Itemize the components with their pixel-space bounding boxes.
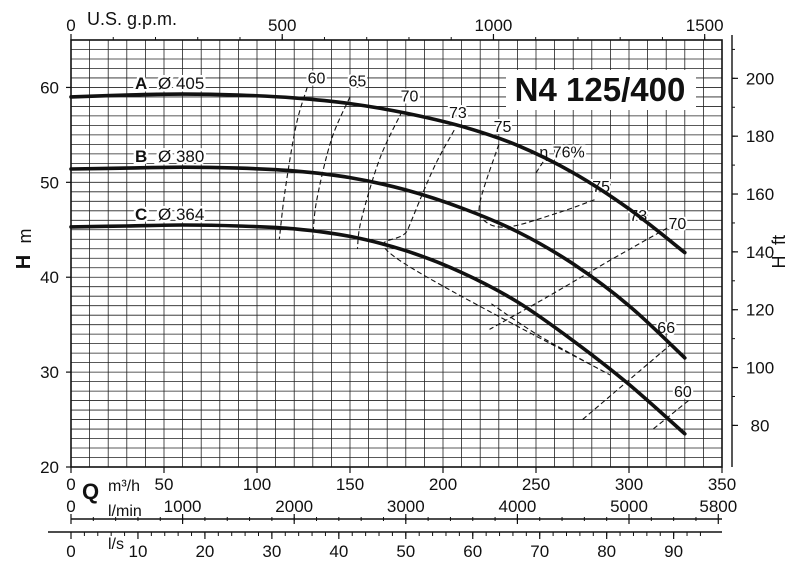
x-tick-label-lmin: 4000 (498, 497, 536, 516)
labels: A Ø 405 B Ø 380 C Ø 364 (133, 70, 696, 226)
x-tick-label-m3h: 0 (66, 475, 75, 494)
efficiency-curve-73 (382, 129, 611, 376)
head-curves (69, 92, 687, 436)
q-axis-unit: m³/h (108, 478, 140, 495)
head-curve-a (69, 92, 687, 255)
efficiency-curve-60 (278, 87, 308, 240)
x-tick-label-m3h: 300 (615, 475, 643, 494)
chart-title: N4 125/400 (515, 71, 686, 108)
right-axis-label-main: H (769, 256, 789, 269)
y-tick-label-left: 60 (40, 78, 59, 97)
efficiency-curve-76 (535, 158, 546, 174)
grid (71, 40, 722, 467)
x-tick-label-m3h: 250 (522, 475, 550, 494)
y-tick-label-right: 200 (746, 69, 774, 88)
x-tick-label-lmin: 2000 (275, 497, 313, 516)
x-tick-label-ls: 20 (195, 542, 214, 561)
efficiency-curve-65 (312, 96, 351, 240)
y-tick-label-right: 180 (746, 127, 774, 146)
plot-frame (70, 39, 723, 468)
y-tick-label-right: 100 (746, 359, 774, 378)
title-background (506, 70, 696, 110)
curve-diameter-a: Ø 405 (158, 74, 204, 93)
x-tick-label-lmin: 3000 (387, 497, 425, 516)
x-tick-label-m3h: 50 (155, 475, 174, 494)
y-tick-label-right: 80 (751, 416, 770, 435)
efficiency-label: 75 (494, 119, 512, 136)
right-axis-label-unit: ft (769, 235, 789, 245)
curve-label-b: B (135, 147, 147, 166)
head-curve-c (69, 223, 687, 436)
left-axis-label-main: H (13, 255, 35, 269)
y-tick-label-right: 140 (746, 243, 774, 262)
x-tick-label-ls: 0 (66, 542, 75, 561)
efficiency-label: 60 (674, 384, 692, 401)
x-tick-label-ls: 40 (329, 542, 348, 561)
curve-label-c: C (135, 205, 147, 224)
y-tick-label-right: 120 (746, 301, 774, 320)
y-tick-label-right: 160 (746, 185, 774, 204)
lmin-axis-label: l/min (108, 503, 142, 520)
y-tick-label-left: 20 (40, 458, 59, 477)
left-axis-label-unit: m (15, 229, 35, 244)
x-tick-label-lmin: 5000 (610, 497, 648, 516)
q-axis-label: Q (82, 479, 99, 504)
efficiency-label: 73 (449, 105, 467, 122)
top-axis-label: U.S. g.p.m. (87, 9, 177, 29)
x-tick-label-m3h: 150 (336, 475, 364, 494)
efficiency-curve-60 (652, 400, 689, 430)
x-tick-label-ls: 80 (597, 542, 616, 561)
x-tick-label-ls: 70 (530, 542, 549, 561)
x-tick-label-m3h: 100 (243, 475, 271, 494)
x-tick-label-lmin: 1000 (164, 497, 202, 516)
x-tick-label-usgpm: 1000 (475, 16, 513, 35)
head-curve-b (69, 165, 687, 360)
x-tick-label-ls: 60 (463, 542, 482, 561)
x-tick-label-ls: 90 (664, 542, 683, 561)
curve-label-a: A (135, 74, 147, 93)
curve-diameter-c: Ø 364 (158, 205, 204, 224)
x-tick-label-usgpm: 0 (66, 16, 75, 35)
x-tick-label-m3h: 200 (429, 475, 457, 494)
y-tick-label-left: 50 (40, 173, 59, 192)
ls-axis-label: l/s (108, 536, 124, 553)
x-tick-label-lmin: 0 (66, 497, 75, 516)
efficiency-curve-75 (478, 144, 596, 228)
efficiency-label: 70 (668, 216, 686, 233)
curve-diameter-b: Ø 380 (158, 147, 204, 166)
efficiency-label: 65 (349, 73, 367, 90)
x-tick-label-lmin: 5800 (699, 497, 737, 516)
x-tick-label-usgpm: 1500 (686, 16, 724, 35)
y-tick-label-left: 40 (40, 268, 59, 287)
x-tick-label-usgpm: 500 (268, 16, 296, 35)
x-tick-label-ls: 50 (396, 542, 415, 561)
x-tick-label-ls: 10 (128, 542, 147, 561)
y-tick-label-left: 30 (40, 363, 59, 382)
efficiency-label: 60 (308, 71, 326, 88)
x-tick-label-m3h: 350 (708, 475, 736, 494)
efficiency-label: 70 (401, 89, 419, 106)
x-tick-label-ls: 30 (262, 542, 281, 561)
efficiency-curve-70 (489, 219, 682, 330)
